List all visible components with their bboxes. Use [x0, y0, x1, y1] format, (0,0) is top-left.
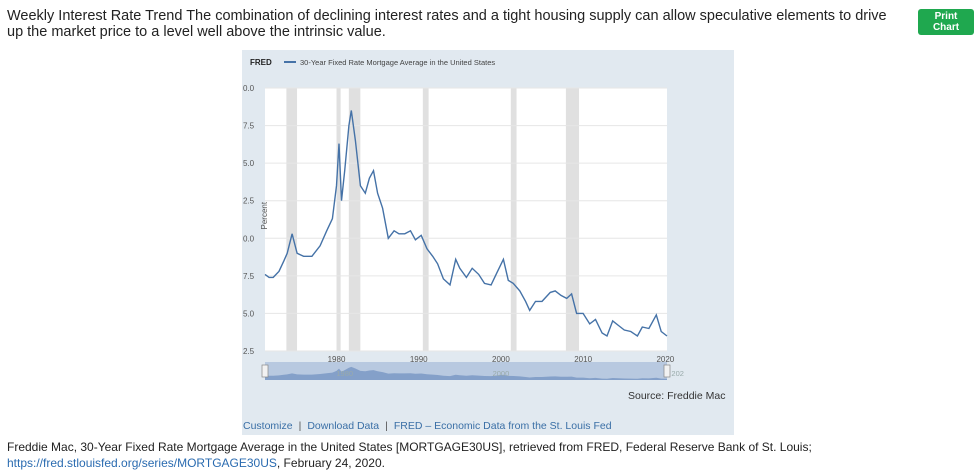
- y-tick-label: 2.5: [243, 197, 255, 206]
- x-tick-label: 1980: [328, 355, 346, 364]
- y-tick-label: 7.5: [243, 272, 255, 281]
- y-axis-label: Percent: [260, 201, 269, 229]
- y-tick-label: 0.0: [243, 84, 255, 93]
- recession-band: [422, 88, 429, 351]
- x-tick-label: 2000: [492, 355, 510, 364]
- legend-label: 30-Year Fixed Rate Mortgage Average in t…: [300, 58, 495, 67]
- citation: Freddie Mac, 30-Year Fixed Rate Mortgage…: [7, 439, 967, 471]
- series-url-link[interactable]: https://fred.stlouisfed.org/series/MORTG…: [7, 456, 277, 470]
- fred-link[interactable]: FRED – Economic Data from the St. Louis …: [393, 420, 612, 432]
- navigator-handle[interactable]: [261, 364, 269, 378]
- x-tick-label: 2020: [656, 355, 674, 364]
- print-chart-button[interactable]: Print Chart: [918, 9, 974, 35]
- recession-band: [348, 88, 361, 351]
- navigator-label: 2000: [493, 369, 510, 378]
- customize-link[interactable]: Customize: [243, 420, 293, 432]
- page-title: Weekly Interest Rate Trend The combinati…: [7, 8, 887, 40]
- recession-band: [336, 88, 341, 351]
- y-tick-label: 5.0: [243, 159, 255, 168]
- divider: |: [298, 420, 302, 432]
- recession-band: [286, 88, 298, 351]
- y-tick-label: 5.0: [243, 309, 255, 318]
- navigator-label: 1980: [336, 369, 353, 378]
- recession-band: [565, 88, 580, 351]
- divider: |: [385, 420, 388, 432]
- navigator-area: [265, 366, 667, 380]
- chart: FRED 30-Year Fixed Rate Mortgage Average …: [243, 58, 684, 380]
- citation-date: , February 24, 2020.: [276, 456, 385, 470]
- x-tick-label: 2010: [574, 355, 592, 364]
- x-tick-label: 1990: [410, 355, 428, 364]
- recession-band: [510, 88, 517, 351]
- y-tick-label: 7.5: [243, 122, 255, 131]
- navigator-handle[interactable]: [663, 364, 671, 378]
- plot-area: [265, 88, 667, 351]
- y-tick-label: 2.5: [243, 347, 255, 356]
- chart-links: Customize | Download Data | FRED – Economic …: [243, 420, 612, 432]
- series-line: [264, 110, 668, 338]
- download-data-link[interactable]: Download Data: [307, 420, 380, 432]
- fred-logo: FRED: [250, 58, 272, 67]
- y-tick-label: 0.0: [243, 234, 255, 243]
- navigator-label: 202: [671, 369, 684, 378]
- citation-text: Freddie Mac, 30-Year Fixed Rate Mortgage…: [7, 440, 812, 454]
- chart-source: Source: Freddie Mac: [628, 390, 726, 402]
- chart-panel: FRED 30-Year Fixed Rate Mortgage Average …: [242, 50, 734, 435]
